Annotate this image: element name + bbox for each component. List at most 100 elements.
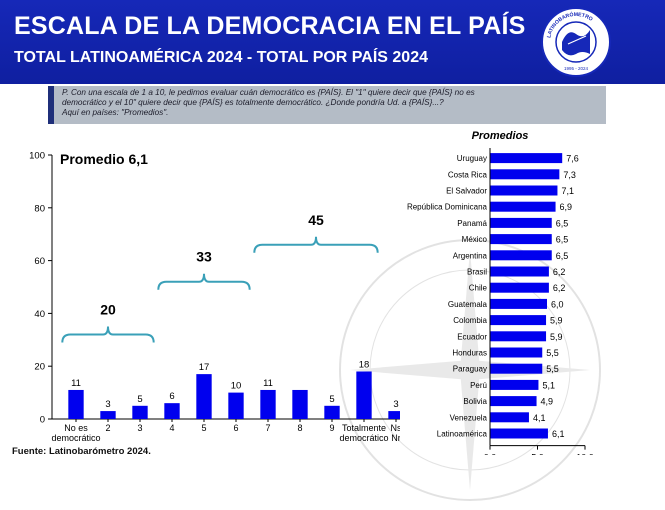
question-box: P. Con una escala de 1 a 10, le pedimos … [48,86,606,124]
country-label: México [462,235,488,244]
bar [132,405,148,419]
country-bar [490,396,537,407]
x-tick-label: Totalmente [342,423,386,433]
country-value-label: 5,1 [542,380,555,390]
country-value-label: 5,9 [550,316,563,326]
country-value-label: 7,6 [566,154,579,164]
y-tick-label: 80 [34,203,45,214]
bar-value-label: 18 [359,359,370,370]
country-bar [490,379,539,390]
x-tick-label: democrático [51,433,100,443]
country-value-label: 6,2 [553,267,566,277]
bar [260,389,276,419]
averages-x-tick-label: 10,0 [576,453,594,455]
bar [196,374,212,419]
country-bar [490,266,549,277]
latinobarometro-logo: LATINOBARÓMETRO 1995 - 2024 [541,7,611,77]
country-label: Panamá [457,219,487,228]
country-label: Perú [470,381,487,390]
country-bar [490,153,563,164]
y-tick-label: 20 [34,362,45,373]
bar-value-label: 11 [263,378,273,389]
country-value-label: 6,5 [556,251,569,261]
bar-value-label: 6 [169,391,174,402]
bar [292,389,308,419]
bar [228,392,244,419]
x-tick-label: 4 [169,423,174,433]
averages-x-tick-label: 0,0 [484,453,497,455]
group-total-label: 20 [100,302,116,318]
country-label: Venezuela [450,413,488,422]
x-tick-label: 5 [201,423,206,433]
country-bar [490,428,548,439]
country-label: Latinoamérica [437,430,488,439]
bar [164,403,180,419]
bar [68,389,84,419]
country-label: República Dominicana [407,203,488,212]
x-tick-label: No es [64,423,88,433]
country-value-label: 4,9 [541,397,554,407]
country-label: Honduras [452,349,487,358]
country-bar [490,217,552,228]
question-line-3: Aquí en países: "Promedios". [62,108,169,117]
country-value-label: 5,9 [550,332,563,342]
country-averages-chart: Promedios Uruguay 7,6 Costa Rica 7,3 El Salv… [407,130,594,455]
country-label: Ecuador [457,332,487,341]
bar [100,411,116,419]
bar-value-label: 10 [231,381,242,392]
country-label: Argentina [453,251,488,260]
y-tick-label: 40 [34,309,45,320]
country-value-label: 7,3 [563,170,576,180]
country-value-label: 6,5 [556,235,569,245]
bar [324,405,340,419]
country-label: Costa Rica [448,170,488,179]
country-value-label: 7,1 [561,186,574,196]
country-label: Uruguay [457,154,487,163]
country-label: El Salvador [446,187,487,196]
bar-value-label: 5 [137,394,142,405]
chart-title: Promedio 6,1 [60,151,148,167]
country-bar [490,201,556,212]
country-bar [490,250,552,261]
bar-value-label: 3 [105,399,110,410]
country-value-label: 6,5 [556,218,569,228]
country-value-label: 4,1 [533,413,546,423]
logo-years: 1995 - 2024 [564,66,589,71]
country-value-label: 6,9 [560,202,573,212]
x-tick-label: 2 [105,423,110,433]
country-label: Paraguay [453,365,487,374]
group-bracket [157,273,251,290]
x-tick-label: 8 [297,423,302,433]
x-tick-label: democrático [339,433,388,443]
group-total-label: 45 [308,212,324,228]
source-note: Fuente: Latinobarómetro 2024. [12,446,151,457]
question-text: P. Con una escala de 1 a 10, le pedimos … [62,88,602,118]
country-bar [490,363,543,374]
group-bracket [253,236,379,253]
x-tick-label: 6 [233,423,238,433]
group-total-label: 33 [196,249,212,265]
country-bar [490,169,560,180]
x-tick-label: Nr [391,433,400,443]
country-bar [490,185,558,196]
bar [356,371,372,419]
bar-value-label: 5 [329,394,334,405]
x-tick-label: Ns [391,423,401,433]
country-bar [490,347,543,358]
bar-value-label: 3 [393,399,398,410]
country-label: Brasil [467,268,487,277]
country-label: Chile [469,284,488,293]
country-bar [490,282,549,293]
country-value-label: 6,0 [551,299,564,309]
y-tick-label: 60 [34,256,45,267]
country-bar [490,234,552,245]
country-bar [490,412,529,423]
country-label: Colombia [453,316,487,325]
page-title: ESCALA DE LA DEMOCRACIA EN EL PAÍS [14,12,526,40]
page-subtitle: TOTAL LATINOAMÉRICA 2024 - TOTAL POR PAÍ… [14,49,428,66]
country-label: Bolivia [463,397,487,406]
group-bracket [61,326,155,343]
question-line-1: P. Con una escala de 1 a 10, le pedimos … [62,88,475,97]
country-bar [490,331,547,342]
